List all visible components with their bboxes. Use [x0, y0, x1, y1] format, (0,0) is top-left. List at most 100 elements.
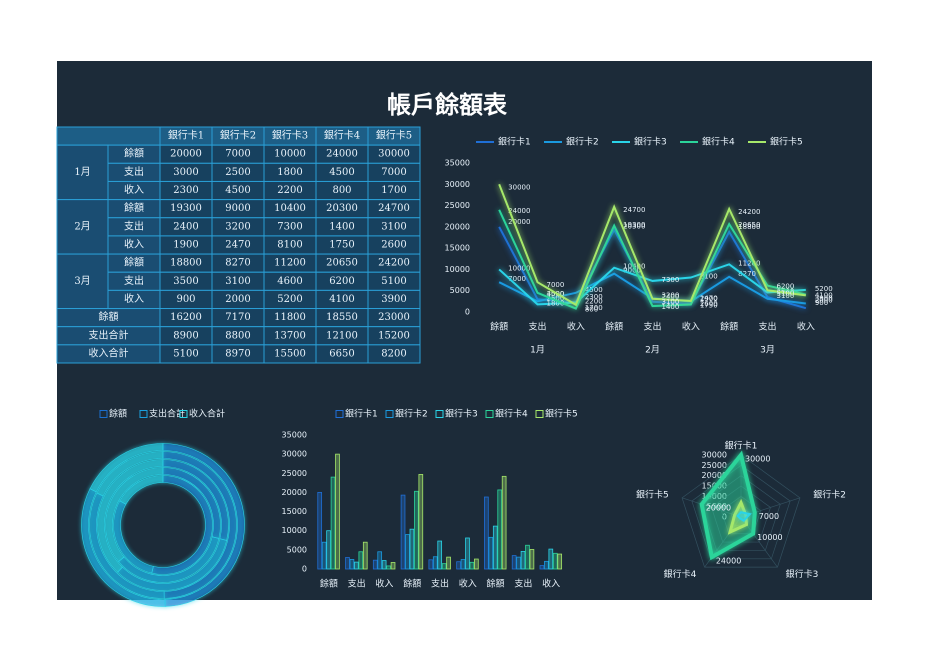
legend-marker [535, 410, 544, 418]
cell-text: 1400 [329, 221, 354, 232]
x-tick-label: 餘額 [490, 321, 508, 333]
bar [432, 556, 438, 570]
data-label: 3000 [547, 290, 565, 298]
ring-segment [89, 443, 164, 493]
cell-text: 收入 [124, 183, 144, 196]
legend-label: 銀行卡5 [545, 408, 578, 420]
cell-text: 10000 [274, 149, 306, 160]
radar-grid [681, 454, 801, 568]
data-label: 24000 [716, 557, 741, 566]
legend-label: 銀行卡4 [702, 136, 735, 148]
cell-text: 7170 [225, 312, 250, 323]
x-tick-label: 支出 [348, 578, 366, 590]
cell-text: 1750 [329, 240, 354, 251]
data-label: 2000 [815, 296, 833, 304]
bar [330, 476, 336, 570]
data-label: 20000 [706, 504, 731, 513]
cell-text: 銀行卡5 [376, 129, 412, 142]
bar [345, 557, 350, 570]
cell-text: 4100 [329, 294, 354, 305]
bar [362, 541, 368, 570]
data-label: 1900 [700, 295, 718, 303]
bar [317, 492, 323, 570]
cell-text: 24200 [378, 258, 410, 269]
cell-text: 2300 [173, 185, 198, 196]
cell-text: 6200 [329, 276, 354, 287]
y-tick-label: 35000 [282, 431, 307, 440]
radar-tick-label: 5000 [707, 502, 727, 511]
bar [349, 559, 355, 570]
bar [516, 556, 521, 570]
cell-text: 餘額 [99, 310, 119, 323]
cell-text: 銀行卡1 [168, 129, 204, 142]
data-label: 1800 [547, 299, 565, 307]
cell-text: 8970 [225, 348, 250, 359]
data-label: 2470 [700, 294, 718, 302]
cell-text: 支出 [124, 274, 144, 287]
cell-text: 10400 [274, 203, 306, 214]
radar-axis [681, 497, 742, 518]
radar-tick-label: 10000 [702, 492, 727, 501]
radar-tick-label: 0 [722, 513, 727, 522]
y-tick-label: 25000 [445, 201, 470, 210]
bar [488, 536, 494, 570]
cell-text: 900 [176, 294, 195, 305]
y-tick-label: 35000 [445, 159, 470, 168]
bar [414, 490, 419, 570]
cell-text: 4500 [329, 167, 354, 178]
group-label: 2月 [645, 345, 660, 356]
x-tick-label: 支出 [431, 578, 449, 590]
x-tick-label: 支出 [643, 321, 661, 333]
radar-grid [691, 464, 791, 560]
cell-text: 19300 [170, 203, 202, 214]
radar-grid [720, 495, 762, 535]
data-label: 1400 [662, 303, 680, 311]
cell-text: 13700 [274, 330, 306, 341]
radar-grid [701, 475, 781, 551]
data-label: 7000 [759, 512, 779, 521]
y-tick-label: 0 [465, 308, 470, 317]
cell-text: 支出合計 [89, 328, 129, 341]
radar-category: 銀行卡1 [725, 440, 758, 452]
group-label: 1月 [530, 345, 545, 356]
data-label: 24200 [738, 208, 760, 216]
y-tick-label: 30000 [445, 180, 470, 189]
legend-marker [335, 410, 344, 418]
data-label: 20650 [738, 221, 760, 229]
cell-text: 收入 [124, 292, 144, 305]
y-tick-label: 10000 [445, 265, 470, 274]
cell-text: 1800 [277, 167, 302, 178]
data-label: 18800 [738, 223, 760, 231]
cell-text: 3000 [173, 167, 198, 178]
series-line [498, 226, 807, 310]
legend-label: 銀行卡5 [770, 136, 803, 148]
legend-label: 支出合計 [149, 408, 185, 420]
legend-label: 銀行卡1 [498, 136, 531, 148]
legend-label: 銀行卡1 [345, 408, 378, 420]
data-label: 24000 [508, 207, 530, 215]
cell-text: 8200 [381, 348, 406, 359]
data-label: 2500 [547, 294, 565, 302]
legend-label: 銀行卡2 [566, 136, 599, 148]
y-tick-label: 5000 [450, 286, 470, 295]
cell-text: 20000 [170, 149, 202, 160]
bar [321, 541, 327, 570]
y-tick-label: 25000 [282, 469, 307, 478]
data-label: 1750 [700, 302, 718, 310]
cell-text: 18550 [326, 312, 358, 323]
radar-grid [730, 506, 752, 526]
x-tick-label: 餘額 [403, 578, 421, 590]
bar [492, 525, 498, 570]
y-tick-label: 30000 [282, 450, 307, 459]
bar [460, 559, 466, 570]
legend-marker [99, 410, 108, 418]
cell-text: 2月 [74, 220, 90, 232]
bar [386, 565, 391, 570]
y-tick-label: 0 [302, 565, 307, 574]
cell-text: 11200 [274, 258, 306, 269]
x-tick-label: 餘額 [720, 321, 738, 333]
x-tick-label: 收入 [682, 321, 700, 333]
legend-label: 餘額 [109, 408, 127, 420]
bar [409, 528, 415, 570]
